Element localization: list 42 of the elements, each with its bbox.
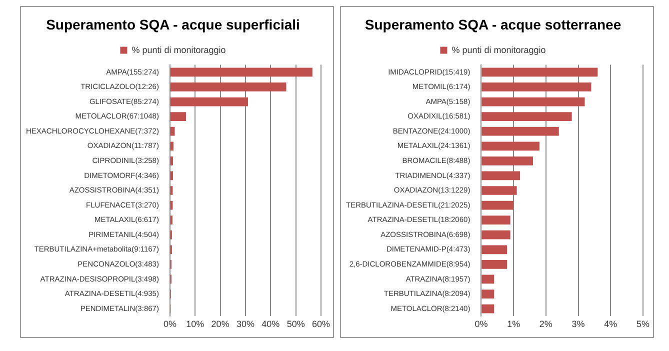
bar	[170, 126, 175, 136]
x-tick-label: 50%	[286, 319, 305, 330]
bar	[482, 112, 572, 121]
x-tick-label: 0%	[163, 319, 176, 330]
x-tick-label: 40%	[262, 319, 280, 330]
x-tick-label: 10%	[186, 319, 204, 330]
bar	[170, 97, 248, 106]
x-tick-label: 1%	[507, 319, 520, 330]
bar	[482, 274, 494, 284]
bar	[482, 156, 533, 166]
x-tick-label: 20%	[211, 319, 230, 330]
legend-label: % punti di monitoraggio	[452, 44, 546, 55]
bar	[482, 171, 520, 180]
legend-label: % punti di monitoraggio	[132, 44, 226, 55]
bar	[482, 200, 514, 210]
x-tick-label: 2%	[539, 319, 552, 330]
x-tick-label: 4%	[604, 319, 618, 330]
bar	[170, 156, 173, 166]
bar	[482, 68, 598, 77]
bar	[482, 186, 517, 195]
x-tick-label: 0%	[474, 319, 488, 330]
bar	[482, 260, 508, 269]
bar	[482, 245, 508, 254]
bar	[482, 126, 559, 136]
bar	[482, 82, 592, 92]
bar	[482, 97, 585, 106]
bar	[482, 304, 494, 314]
x-tick-label: 5%	[636, 319, 650, 330]
x-tick-label: 60%	[312, 319, 330, 330]
bar	[170, 171, 173, 180]
bar	[170, 142, 174, 151]
bar	[482, 216, 510, 225]
bar	[482, 290, 494, 298]
chart-title: Superamento SQA - acque superficiali	[46, 16, 300, 32]
bar	[170, 82, 286, 92]
bar	[170, 112, 186, 121]
x-tick-label: 30%	[236, 319, 254, 330]
bar	[482, 142, 540, 151]
x-tick-label: 3%	[572, 319, 585, 330]
bar	[482, 230, 510, 240]
bar	[170, 68, 312, 77]
chart-title: Superamento SQA - acque sotterranee	[364, 16, 622, 32]
